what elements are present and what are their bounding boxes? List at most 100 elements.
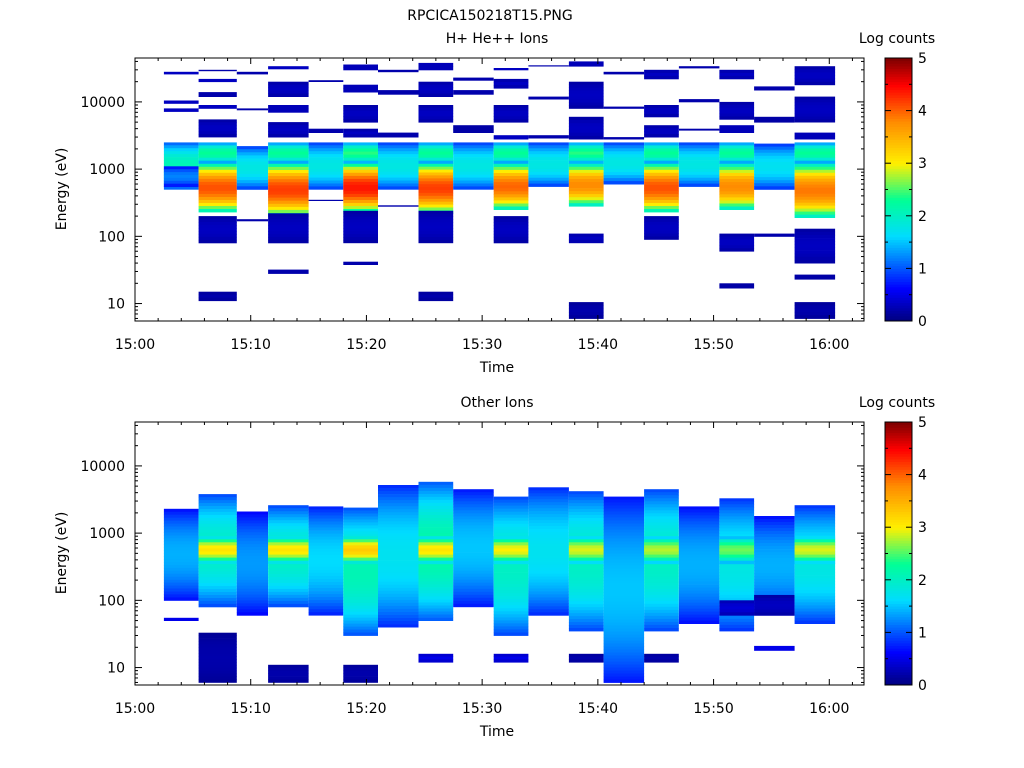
heatmap-cell	[198, 294, 237, 299]
colorbar-segment	[885, 265, 912, 269]
heatmap-cell	[418, 62, 454, 67]
heatmap-cell	[343, 145, 378, 149]
heatmap-cell	[343, 519, 378, 523]
heatmap-cell	[603, 673, 645, 677]
heatmap-cell	[719, 591, 755, 596]
heatmap-cell	[378, 569, 419, 573]
heatmap-cell	[719, 239, 755, 243]
heatmap-cell	[644, 618, 679, 623]
heatmap-cell	[754, 609, 795, 613]
colorbar-segment	[885, 498, 912, 502]
colorbar-segment	[885, 600, 912, 604]
heatmap-cell	[678, 183, 720, 187]
heatmap-cell	[198, 536, 237, 540]
colorbar-segment	[885, 139, 912, 143]
heatmap-cell	[528, 65, 569, 67]
heatmap-cell	[343, 203, 378, 207]
heatmap-cell	[528, 597, 569, 601]
heatmap-cell	[308, 551, 344, 556]
heatmap-cell	[343, 175, 378, 180]
heatmap-cell	[754, 552, 795, 556]
heatmap-cell	[453, 507, 494, 511]
heatmap-cell	[418, 107, 454, 112]
heatmap-cell	[236, 558, 268, 563]
heatmap-cell	[343, 197, 378, 201]
colorbar-segment	[885, 200, 912, 204]
heatmap-cell	[568, 166, 604, 171]
heatmap-cell	[568, 61, 604, 65]
heatmap-cell	[236, 553, 268, 557]
heatmap-cell	[568, 191, 604, 195]
heatmap-cell	[163, 556, 199, 560]
heatmap-cell	[418, 533, 454, 537]
colorbar-segment	[885, 592, 912, 597]
heatmap-cell	[568, 622, 604, 626]
colorbar-segment	[885, 197, 912, 201]
colorbar-segment	[885, 244, 912, 248]
heatmap-cell	[453, 525, 494, 529]
heatmap-cell	[418, 515, 454, 519]
heatmap-cell	[528, 514, 569, 518]
heatmap-cell	[794, 514, 836, 518]
heatmap-cell	[198, 592, 237, 596]
colorbar-tick-label: 3	[918, 520, 927, 536]
heatmap-cell	[528, 552, 569, 557]
heatmap-cell	[236, 167, 268, 172]
colorbar-segment	[885, 144, 912, 148]
heatmap-cell	[418, 237, 454, 241]
colorbar-segment	[885, 305, 912, 309]
heatmap-cell	[644, 145, 679, 149]
heatmap-cell	[794, 193, 836, 198]
heatmap-cell	[308, 521, 344, 525]
heatmap-cell	[644, 498, 679, 502]
heatmap-cell	[343, 673, 378, 677]
heatmap-cell	[568, 557, 604, 562]
heatmap-cell	[794, 154, 836, 159]
heatmap-cell	[308, 566, 344, 571]
heatmap-cell	[719, 72, 755, 77]
colorbar-segment	[885, 165, 912, 169]
heatmap-cell	[236, 609, 268, 613]
heatmap-cell	[343, 608, 378, 613]
heatmap-cell	[163, 186, 199, 190]
heatmap-cell	[378, 165, 419, 170]
heatmap-cell	[493, 182, 529, 186]
heatmap-cell	[493, 110, 529, 114]
heatmap-cell	[418, 569, 454, 573]
colorbar-segment	[885, 469, 912, 473]
heatmap-cell	[418, 484, 454, 489]
heatmap-cell	[719, 200, 755, 204]
heatmap-cell	[719, 551, 755, 555]
heatmap-cell	[644, 178, 679, 183]
heatmap-cell	[236, 570, 268, 575]
heatmap-cell	[794, 605, 836, 609]
heatmap-cell	[453, 573, 494, 578]
colorbar-tick-label: 1	[918, 261, 927, 277]
heatmap-cell	[268, 131, 309, 135]
heatmap-cell	[794, 199, 836, 204]
heatmap-cell	[418, 204, 454, 208]
heatmap-cell	[603, 622, 645, 626]
heatmap-cell	[603, 526, 645, 530]
heatmap-cell	[418, 551, 454, 555]
heatmap-cell	[198, 157, 237, 162]
heatmap-cell	[603, 160, 645, 164]
heatmap-cell	[493, 626, 529, 630]
heatmap-cell	[418, 210, 454, 215]
heatmap-cell	[453, 495, 494, 499]
heatmap-cell	[378, 593, 419, 598]
heatmap-cell	[493, 148, 529, 152]
heatmap-cell	[493, 200, 529, 204]
colorbar-segment	[885, 595, 912, 599]
heatmap-cell	[453, 168, 494, 173]
heatmap-cell	[528, 511, 569, 515]
heatmap-cell	[719, 285, 755, 289]
heatmap-cell	[163, 550, 199, 554]
heatmap-cell	[493, 222, 529, 226]
heatmap-cell	[719, 621, 755, 626]
heatmap-cell	[163, 594, 199, 598]
heatmap-cell	[308, 554, 344, 559]
heatmap-cell	[678, 533, 720, 537]
heatmap-cell	[719, 582, 755, 587]
heatmap-cell	[163, 535, 199, 539]
